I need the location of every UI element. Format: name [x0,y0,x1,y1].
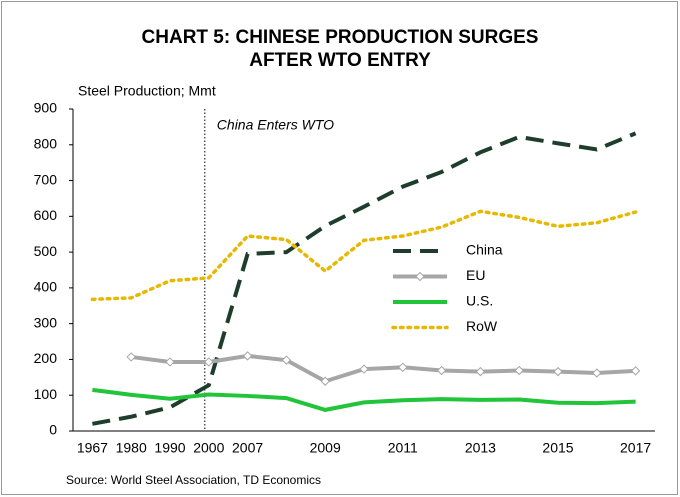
point-marker [592,368,602,378]
y-tick-label: 700 [34,171,58,187]
x-tick-label: 2007 [232,440,263,456]
point-marker [320,376,330,386]
point-marker [630,366,641,376]
legend-label: RoW [466,318,498,334]
chart-title: AFTER WTO ENTRY [249,50,431,71]
legend-marker [415,271,425,282]
x-tick-label: 2011 [388,440,418,456]
point-marker [165,357,175,367]
x-tick-label: 2000 [193,440,224,456]
x-tick-label: 1980 [116,440,147,456]
x-tick-label: 2013 [465,440,496,456]
y-tick-label: 400 [34,279,58,295]
series-line [92,387,636,412]
series-line [90,209,638,302]
point-marker [553,366,563,377]
legend-label: EU [466,267,485,283]
point-marker [204,357,214,367]
y-tick-label: 300 [34,314,58,330]
point-marker [475,366,486,377]
series-line [92,131,637,426]
y-tick-label: 900 [34,100,58,116]
point-marker [514,365,524,376]
y-tick-label: 600 [34,207,58,223]
y-tick-label: 0 [49,422,57,438]
series-line [130,353,636,384]
x-tick-label: 1967 [77,440,108,456]
x-tick-label: 2017 [620,440,651,456]
x-tick-label: 1990 [154,440,185,456]
annotation-text: China Enters WTO [217,117,334,133]
point-marker [398,362,408,373]
y-tick-label: 800 [34,135,58,151]
y-tick-label: 500 [34,243,58,259]
y-tick-label: 200 [34,350,58,366]
point-marker [359,364,369,374]
y-axis-label: Steel Production; Mmt [78,83,216,99]
legend-label: China [466,242,503,258]
legend-label: U.S. [466,293,493,309]
chart-title: CHART 5: CHINESE PRODUCTION SURGES [142,27,539,48]
point-marker [242,351,253,361]
point-marker [436,365,447,376]
point-marker [126,352,136,362]
y-tick-label: 100 [34,386,58,402]
x-tick-label: 2015 [542,440,573,456]
x-tick-label: 2009 [310,440,341,456]
source-note: Source: World Steel Association, TD Econ… [66,473,321,487]
point-marker [281,355,292,365]
